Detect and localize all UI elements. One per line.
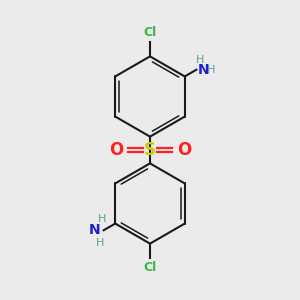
Text: Cl: Cl (143, 261, 157, 274)
Text: N: N (88, 223, 100, 237)
Text: H: H (196, 55, 204, 65)
Text: S: S (144, 141, 156, 159)
Text: Cl: Cl (143, 26, 157, 39)
Text: H: H (98, 214, 106, 224)
Text: H: H (96, 238, 104, 248)
Text: O: O (109, 141, 123, 159)
Text: O: O (177, 141, 191, 159)
Text: H: H (207, 65, 215, 75)
Text: N: N (198, 63, 209, 77)
